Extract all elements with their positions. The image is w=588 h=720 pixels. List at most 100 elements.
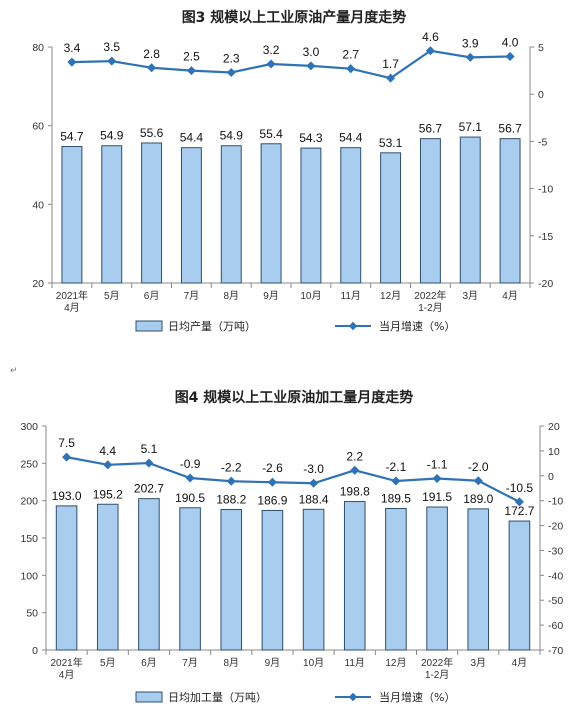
chart2-bar (261, 509, 284, 651)
chart1-line-marker (107, 56, 117, 66)
chart2-line-marker (309, 478, 319, 488)
chart2-category-label: 4月 (512, 657, 528, 669)
chart2-category-label: 8月 (223, 657, 239, 669)
chart2-right-tick-label: -50 (548, 595, 563, 607)
chart2-right-tick-label: -40 (548, 570, 563, 582)
chart2-bar-value-label: 172.7 (504, 504, 534, 518)
chart1-category-label: 12月 (380, 290, 401, 302)
chart2-line-value-label: 2.2 (346, 449, 363, 463)
chart1-category-label: 8月 (223, 290, 239, 302)
chart2-bar (302, 508, 325, 651)
chart1-left-tick-label: 40 (32, 199, 44, 211)
chart1-bar (61, 146, 83, 284)
chart2-line-marker (391, 476, 401, 486)
chart1-line-value-label: 3.9 (462, 36, 479, 50)
chart2-right-tick-label: -20 (548, 521, 563, 533)
chart2-right-tick-label: -70 (548, 645, 563, 657)
chart1-bar (380, 152, 402, 284)
chart1-left-tick-label: 60 (32, 121, 44, 133)
chart2-category-label: 4月 (59, 669, 75, 681)
chart1-growth-line (71, 49, 511, 80)
chart2-bar-value-label: 189.5 (381, 492, 411, 506)
chart2-right-tick-label: 10 (548, 446, 560, 458)
chart1-line-value-label: 3.5 (103, 40, 120, 54)
chart1-right-tick-label: 0 (538, 89, 544, 101)
chart2-bar-value-label: 186.9 (257, 493, 287, 507)
chart1-bar-value-label: 54.9 (220, 129, 244, 143)
chart1-line-value-label: 4.6 (422, 30, 439, 44)
chart1-line-marker (346, 64, 356, 74)
chart2-bar-value-label: 190.5 (175, 491, 205, 505)
chart1-line-value-label: 3.2 (263, 43, 280, 57)
chart2-line-value-label: -0.9 (180, 457, 201, 471)
chart1-category-label: 4月 (64, 302, 80, 314)
chart1-category-label: 11月 (341, 290, 361, 302)
separator-mark: ↵ (10, 366, 18, 376)
chart2-legend: 日均加工量（万吨） 当月增速（%） (135, 690, 455, 704)
chart2-bar (508, 520, 531, 651)
chart1-category-label: 1-2月 (418, 302, 442, 314)
chart2-left-tick-label: 100 (20, 570, 38, 582)
chart1-legend-bar-label: 日均产量（万吨） (168, 319, 256, 333)
chart1-line-value-label: 2.7 (342, 48, 359, 62)
chart2-line-marker (350, 465, 360, 475)
chart1-legend-line-marker (348, 321, 358, 331)
chart1-line-marker (266, 59, 276, 69)
chart2-bar (385, 508, 407, 651)
chart1-line-value-label: 4.0 (502, 35, 519, 49)
chart1-line-value-label: 2.8 (143, 47, 160, 61)
chart1-bar-value-label: 53.1 (379, 136, 403, 150)
chart2-line-value-label: -2.2 (221, 460, 242, 474)
chart2-line-marker (103, 460, 113, 470)
chart1-category-label: 2022年 (414, 289, 446, 302)
chart2-right-tick-label: 20 (548, 421, 560, 433)
chart2-line-value-label: -2.1 (386, 460, 407, 474)
chart1-category-label: 5月 (104, 290, 120, 302)
chart2-bar (343, 501, 366, 651)
chart2-title: 图4 规模以上工业原油加工量月度走势 (175, 389, 414, 406)
chart1-line-marker (226, 67, 236, 78)
chart1-line-value-label: 3.0 (303, 45, 320, 59)
chart1-category-label: 10月 (300, 290, 321, 302)
chart1-right-tick-label: -10 (538, 184, 553, 196)
chart2-left-tick-label: 0 (32, 645, 38, 657)
chart1-right-tick-label: -20 (538, 278, 553, 290)
chart1-bar (419, 138, 441, 284)
chart2-line-marker (267, 477, 277, 487)
chart2-left-tick-label: 300 (20, 421, 38, 433)
chart2-category-label: 10月 (303, 657, 324, 669)
chart2-left-tick-label: 150 (20, 533, 38, 545)
chart2-bar-value-label: 189.0 (463, 492, 493, 506)
chart1-bar-value-label: 54.7 (60, 130, 84, 144)
chart1-category-label: 7月 (184, 290, 200, 302)
chart2-legend-line-marker (348, 692, 358, 702)
chart1-bar (300, 147, 322, 284)
chart1-line-marker (505, 51, 515, 61)
chart1-line-marker (386, 73, 396, 83)
chart2-bar-value-label: 202.7 (134, 482, 164, 496)
chart1-bar-value-label: 54.9 (100, 129, 124, 143)
chart2-bar (220, 508, 243, 651)
chart2-left-tick-label: 50 (26, 608, 38, 620)
chart2-left-tick-label: 250 (20, 458, 38, 470)
chart1-category-label: 3月 (462, 290, 478, 302)
chart2-line-marker (62, 452, 72, 462)
chart1-line-value-label: 2.5 (183, 50, 200, 64)
chart2-bar-value-label: 198.8 (340, 485, 370, 499)
chart1-bar (180, 147, 202, 284)
chart1-category-label: 2021年 (56, 289, 88, 302)
chart1-right-tick-label: -15 (538, 231, 553, 243)
chart1-line-value-label: 3.4 (64, 41, 81, 55)
chart2-line-marker (432, 473, 442, 484)
chart1-line-marker (147, 63, 157, 73)
chart2-line-value-label: -2.0 (468, 460, 489, 474)
chart1-bar-value-label: 56.7 (419, 122, 443, 136)
chart2-right-tick-label: -10 (548, 496, 563, 508)
chart1-category-label: 4月 (502, 290, 518, 302)
chart2-right-tick-label: -30 (548, 545, 563, 557)
chart1-right-tick-label: -5 (538, 136, 547, 148)
chart2-line-value-label: 4.4 (99, 444, 116, 458)
chart2-bar (138, 498, 160, 651)
chart1-bar (260, 143, 282, 284)
